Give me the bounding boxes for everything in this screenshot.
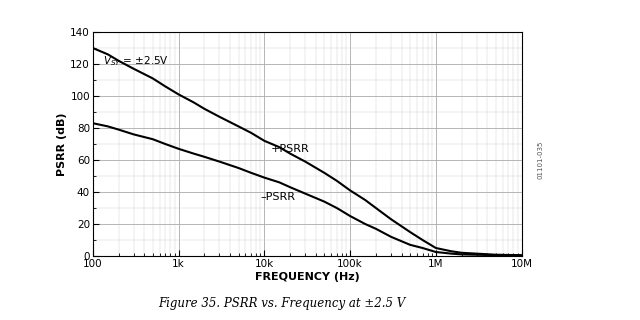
X-axis label: FREQUENCY (Hz): FREQUENCY (Hz) <box>255 272 360 282</box>
Y-axis label: PSRR (dB): PSRR (dB) <box>58 112 67 176</box>
Text: –PSRR: –PSRR <box>260 192 296 202</box>
Text: Figure 35. PSRR vs. Frequency at ±2.5 V: Figure 35. PSRR vs. Frequency at ±2.5 V <box>158 297 405 310</box>
Text: 01101-035: 01101-035 <box>538 141 544 179</box>
Text: +PSRR: +PSRR <box>271 144 310 154</box>
Text: $V_{SY}$ = ±2.5V: $V_{SY}$ = ±2.5V <box>102 54 168 68</box>
